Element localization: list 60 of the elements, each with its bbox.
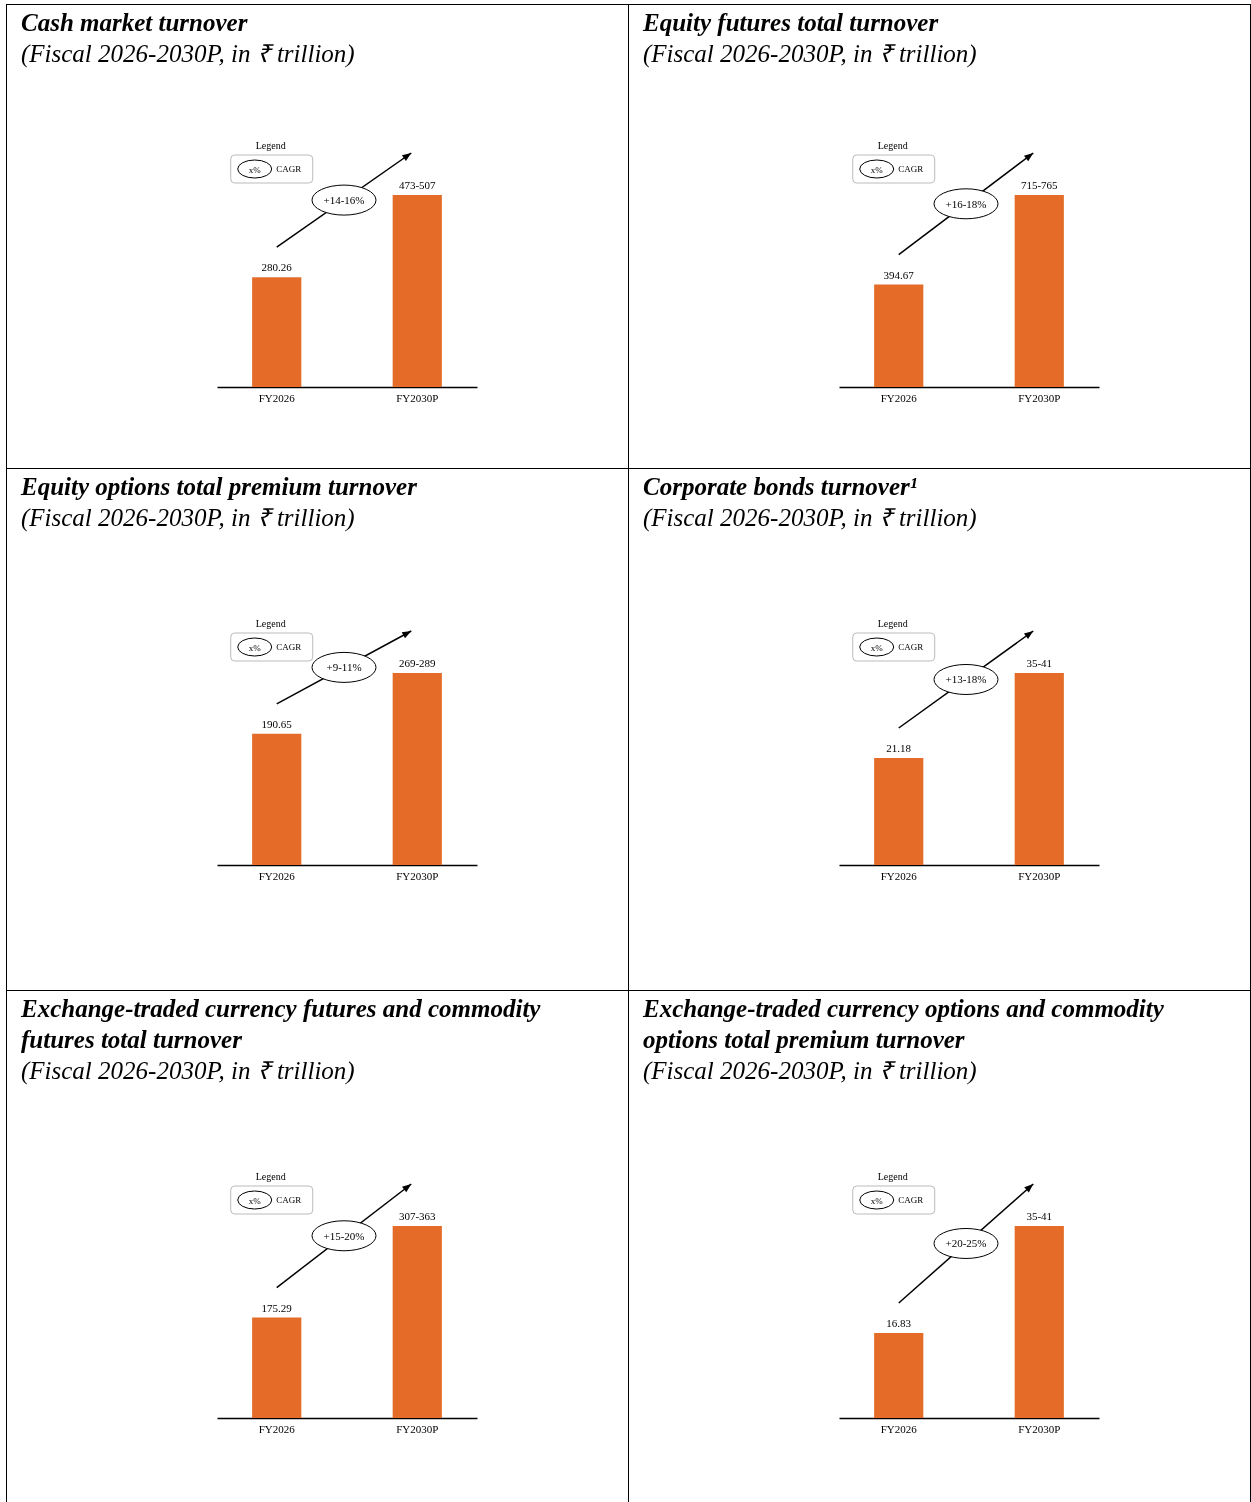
- x-tick-label: FY2026: [880, 869, 918, 882]
- data-label: 715-765: [1020, 179, 1059, 191]
- text: CAGR: [898, 164, 924, 174]
- chart-subtitle: (Fiscal 2026-2030P, in ₹ trillion): [20, 503, 356, 533]
- x-tick-label: FY2030P: [396, 391, 439, 404]
- x-tick-label: FY2026: [880, 1422, 918, 1435]
- chart-subtitle: (Fiscal 2026-2030P, in ₹ trillion): [20, 39, 356, 69]
- text: Legend: [255, 140, 286, 151]
- text: CAGR: [898, 642, 924, 652]
- text: Legend: [877, 1171, 908, 1182]
- data-label: 21.18: [886, 741, 912, 754]
- data-label: 16.83: [886, 1316, 912, 1329]
- chart-title: Exchange-traded currency options and commodity options total premium turnover: [642, 994, 1165, 1055]
- text: x%: [248, 1195, 262, 1206]
- x-tick-label: FY2026: [880, 391, 918, 404]
- chart-title: Corporate bonds turnover¹: [642, 472, 919, 502]
- data-label: 473-507: [398, 179, 437, 191]
- text: x%: [870, 1195, 884, 1206]
- text: CAGR: [898, 1195, 924, 1205]
- text: CAGR: [276, 164, 302, 174]
- annotation: +16-18%: [945, 197, 987, 210]
- x-tick-label: FY2030P: [1018, 1422, 1061, 1435]
- chart-subtitle: (Fiscal 2026-2030P, in ₹ trillion): [642, 503, 978, 533]
- text: x%: [248, 642, 262, 653]
- annotation: +9-11%: [326, 661, 362, 674]
- text: x%: [870, 642, 884, 653]
- chart-title: Exchange-traded currency futures and commodity futures total turnover: [20, 994, 542, 1055]
- text: Legend: [877, 140, 908, 151]
- x-tick-label: FY2026: [258, 869, 296, 882]
- data-label: 35-41: [1026, 1210, 1053, 1222]
- x-tick-label: FY2030P: [1018, 869, 1061, 882]
- chart-subtitle: (Fiscal 2026-2030P, in ₹ trillion): [642, 39, 978, 69]
- chart-title: Equity options total premium turnover: [20, 472, 418, 502]
- chart-title: Equity futures total turnover: [642, 8, 940, 38]
- annotation: +15-20%: [323, 1229, 365, 1242]
- x-tick-label: FY2030P: [396, 869, 439, 882]
- annotation: +13-18%: [945, 673, 987, 686]
- text: x%: [248, 164, 262, 175]
- x-tick-label: FY2026: [258, 1422, 296, 1435]
- data-label: 175.29: [261, 1301, 293, 1314]
- data-label: 269-289: [398, 657, 437, 669]
- text: Legend: [255, 618, 286, 629]
- x-tick-label: FY2026: [258, 391, 296, 404]
- text: Legend: [877, 618, 908, 629]
- data-label: 190.65: [261, 717, 293, 730]
- text: CAGR: [276, 1195, 302, 1205]
- data-label: 394.67: [883, 268, 915, 281]
- text: Legend: [255, 1171, 286, 1182]
- chart-title: Cash market turnover: [20, 8, 249, 38]
- chart-subtitle: (Fiscal 2026-2030P, in ₹ trillion): [642, 1056, 978, 1086]
- x-tick-label: FY2030P: [396, 1422, 439, 1435]
- annotation: +20-25%: [945, 1237, 987, 1250]
- data-label: 307-363: [398, 1210, 437, 1222]
- data-label: 35-41: [1026, 657, 1053, 669]
- text: x%: [870, 164, 884, 175]
- x-tick-label: FY2030P: [1018, 391, 1061, 404]
- annotation: +14-16%: [323, 194, 365, 207]
- text: CAGR: [276, 642, 302, 652]
- chart-subtitle: (Fiscal 2026-2030P, in ₹ trillion): [20, 1056, 356, 1086]
- data-label: 280.26: [261, 261, 293, 274]
